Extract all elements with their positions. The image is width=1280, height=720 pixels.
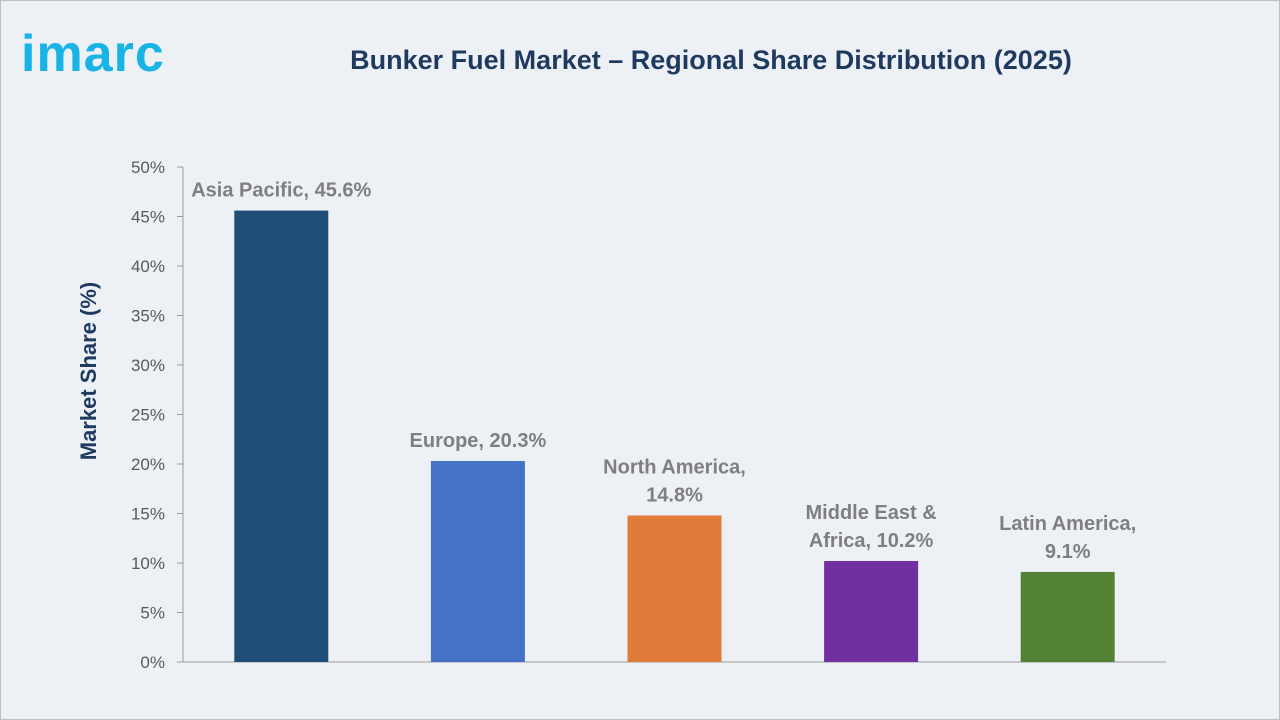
y-tick-label: 45%: [131, 208, 165, 227]
imarc-logo: imarc: [21, 25, 165, 81]
y-tick-label: 15%: [131, 505, 165, 524]
data-label: Africa, 10.2%: [809, 530, 934, 552]
y-tick-label: 40%: [131, 257, 165, 276]
y-tick-label: 10%: [131, 554, 165, 573]
bar: [1020, 571, 1115, 662]
data-label: 9.1%: [1045, 541, 1091, 563]
y-tick-label: 35%: [131, 307, 165, 326]
bar: [824, 561, 919, 662]
data-label: 14.8%: [646, 484, 703, 506]
y-tick-label: 20%: [131, 455, 165, 474]
y-tick-label: 30%: [131, 356, 165, 375]
y-tick-label: 25%: [131, 406, 165, 425]
bar: [627, 515, 722, 662]
data-label: North America,: [603, 456, 746, 478]
y-tick-label: 0%: [140, 653, 165, 672]
y-tick-label: 5%: [140, 604, 165, 623]
data-label: Asia Pacific, 45.6%: [191, 180, 371, 202]
y-tick-label: 50%: [131, 158, 165, 177]
data-label: Europe, 20.3%: [410, 430, 547, 452]
data-label: Middle East &: [806, 502, 937, 524]
svg-text:imarc: imarc: [21, 25, 165, 81]
bar: [430, 461, 525, 662]
data-label: Latin America,: [999, 513, 1136, 535]
chart-title: Bunker Fuel Market – Regional Share Dist…: [350, 45, 1072, 75]
bar: [234, 210, 329, 662]
